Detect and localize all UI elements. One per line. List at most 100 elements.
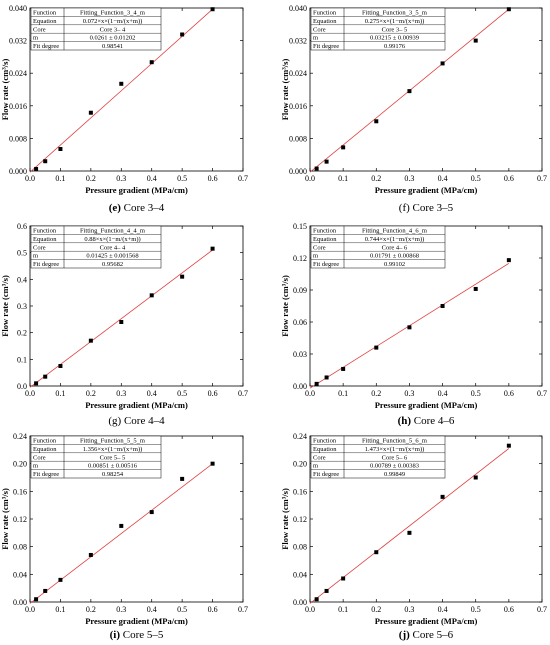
panel-g: 0.0 0.1 0.2 0.3 0.4 0.5 0.6 0.7 0.0 0.1 0.2 0.3 0.4 0… bbox=[0, 222, 248, 427]
y-tick-label: 0.06 bbox=[293, 318, 307, 327]
x-tick-label: 0.3 bbox=[116, 389, 126, 398]
data-point bbox=[374, 119, 379, 124]
x-tick-label: 0.6 bbox=[504, 605, 514, 614]
x-tick-label: 0.5 bbox=[471, 605, 481, 614]
panel-caption-title: Core 4–6 bbox=[411, 415, 455, 427]
y-tick-label: 0.20 bbox=[293, 460, 307, 469]
x-tick-label: 0.6 bbox=[208, 389, 218, 398]
fit-table-key: Function bbox=[33, 10, 57, 17]
y-tick-label: 0.008 bbox=[289, 134, 307, 143]
panel-caption-letter: (i) bbox=[110, 629, 121, 641]
y-axis-label: Flow rate (cm³/s) bbox=[280, 488, 290, 550]
fit-table-value: Core 5– 6 bbox=[382, 454, 408, 461]
x-tick-label: 0.6 bbox=[504, 389, 514, 398]
x-tick-label: 0.7 bbox=[537, 389, 547, 398]
fit-table-key: m bbox=[33, 253, 38, 260]
y-tick-label: 0.16 bbox=[13, 487, 27, 496]
fit-table: Function Fitting_Function_5_5_m Equation 1.… bbox=[30, 435, 162, 479]
x-tick-label: 0.0 bbox=[305, 389, 315, 398]
fit-table-value: Core 3– 5 bbox=[382, 26, 408, 33]
x-tick-label: 0.1 bbox=[338, 389, 348, 398]
y-tick-label: 0.040 bbox=[289, 4, 307, 13]
x-tick-label: 0.1 bbox=[55, 389, 65, 398]
data-point bbox=[210, 7, 215, 12]
fit-table-value: Fitting_Function_4_4_m bbox=[80, 228, 145, 235]
data-point bbox=[34, 597, 39, 602]
fit-table-key: Core bbox=[33, 26, 46, 33]
fit-table-border bbox=[310, 7, 446, 51]
x-axis-label: Pressure gradient (MPa/cm) bbox=[85, 400, 188, 410]
fit-table-value: Core 5– 5 bbox=[100, 454, 126, 461]
data-point bbox=[88, 338, 93, 343]
data-point bbox=[43, 588, 48, 593]
data-point bbox=[374, 345, 379, 350]
y-tick-label: 0.08 bbox=[13, 543, 27, 552]
y-tick-label: 0.040 bbox=[9, 4, 27, 13]
x-tick-label: 0.6 bbox=[208, 174, 218, 183]
fit-table-value: 0.99102 bbox=[384, 261, 405, 268]
fit-table-key: m bbox=[33, 463, 38, 470]
y-tick-label: 0.016 bbox=[289, 102, 307, 111]
fit-line bbox=[29, 463, 213, 604]
data-point bbox=[407, 325, 412, 330]
y-tick-label: 0.3 bbox=[17, 302, 27, 311]
fit-table-value: 0.95682 bbox=[102, 261, 123, 268]
panel-i: 0.0 0.1 0.2 0.3 0.4 0.5 0.6 0.7 0.00 0.04 0.08 0.12… bbox=[0, 432, 248, 641]
panel-h: 0.0 0.1 0.2 0.3 0.4 0.5 0.6 0.7 0.00 0.03 0.06 0.09… bbox=[280, 222, 547, 427]
panel-caption-letter: (f) bbox=[399, 202, 410, 214]
data-point bbox=[506, 258, 511, 263]
data-point bbox=[58, 364, 63, 368]
panel-caption-letter: (h) bbox=[398, 415, 412, 427]
y-tick-label: 0.5 bbox=[17, 249, 27, 258]
panel-caption: (g) Core 4–4 bbox=[108, 415, 165, 427]
x-tick-label: 0.5 bbox=[471, 174, 481, 183]
y-tick-label: 0.20 bbox=[13, 460, 27, 469]
fit-table-key: Equation bbox=[33, 446, 57, 453]
fit-table-key: Fit degree bbox=[33, 43, 59, 50]
fit-table-key: Fit degree bbox=[313, 43, 339, 50]
fit-table-key: Function bbox=[313, 438, 337, 445]
data-point bbox=[407, 89, 412, 94]
y-tick-label: 0.016 bbox=[9, 102, 27, 111]
fit-table-value: 0.01791 ± 0.00868 bbox=[370, 253, 419, 260]
data-point bbox=[58, 577, 63, 582]
x-tick-label: 0.2 bbox=[371, 174, 381, 183]
fit-table-value: Core 3– 4 bbox=[100, 26, 126, 33]
x-tick-label: 0.3 bbox=[404, 389, 414, 398]
data-point bbox=[119, 523, 124, 528]
panel-caption-title: Core 4–4 bbox=[121, 415, 165, 427]
y-tick-label: 0.16 bbox=[293, 487, 307, 496]
x-tick-label: 0.0 bbox=[305, 605, 315, 614]
fit-table: Function Fitting_Function_5_6_m Equation 1.… bbox=[310, 435, 446, 479]
fit-table-border bbox=[310, 225, 446, 269]
x-tick-label: 0.2 bbox=[371, 389, 381, 398]
fit-table-key: Core bbox=[313, 244, 326, 251]
y-tick-label: 0.6 bbox=[17, 222, 27, 231]
data-point bbox=[314, 597, 319, 602]
data-point bbox=[473, 286, 478, 291]
x-tick-label: 0.4 bbox=[147, 605, 157, 614]
fit-table: Function Fitting_Function_3_4_m Equation 0.… bbox=[30, 7, 162, 51]
fit-table-key: Core bbox=[33, 454, 46, 461]
panel-j: 0.0 0.1 0.2 0.3 0.4 0.5 0.6 0.7 0.00 0.04 0.08 0.12… bbox=[280, 432, 547, 641]
y-tick-label: 0.000 bbox=[289, 167, 307, 176]
data-point bbox=[119, 320, 124, 324]
x-tick-label: 0.6 bbox=[504, 174, 514, 183]
y-tick-label: 0.032 bbox=[9, 37, 27, 46]
x-tick-label: 0.2 bbox=[86, 389, 96, 398]
x-tick-label: 0.1 bbox=[55, 605, 65, 614]
x-tick-label: 0.0 bbox=[25, 174, 35, 183]
data-point bbox=[58, 146, 63, 151]
data-point bbox=[34, 166, 39, 171]
data-point bbox=[314, 166, 319, 171]
y-tick-label: 0.15 bbox=[293, 222, 307, 231]
fit-table-key: m bbox=[313, 35, 318, 42]
x-tick-label: 0.4 bbox=[438, 605, 448, 614]
x-tick-label: 0.1 bbox=[338, 605, 348, 614]
fit-table-key: Core bbox=[313, 26, 326, 33]
y-tick-label: 0.12 bbox=[13, 515, 27, 524]
panel-caption-title: Core 3–4 bbox=[121, 202, 165, 214]
data-point bbox=[149, 60, 154, 65]
x-tick-label: 0.7 bbox=[537, 174, 547, 183]
